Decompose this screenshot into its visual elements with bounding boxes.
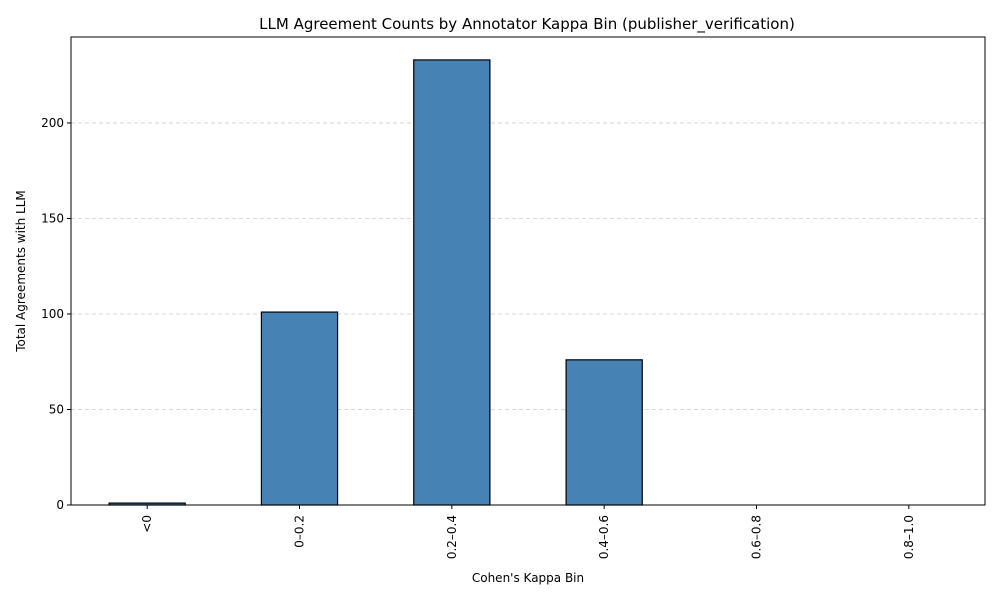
bars <box>108 59 643 506</box>
chart-title: LLM Agreement Counts by Annotator Kappa … <box>259 15 795 34</box>
gridlines <box>71 122 985 410</box>
y-axis-label: Total Agreements with LLM <box>14 190 28 353</box>
x-tick-label: 0–0.2 <box>293 515 307 548</box>
y-tick-label: 0 <box>56 498 64 512</box>
x-axis-label: Cohen's Kappa Bin <box>472 571 584 585</box>
bar <box>413 59 491 506</box>
y-tick-label: 200 <box>41 116 64 130</box>
x-tick-label: 0.6–0.8 <box>750 515 764 559</box>
bar <box>260 311 339 506</box>
x-tick-label: 0.4–0.6 <box>597 515 611 559</box>
x-tick-label: 0.8–1.0 <box>902 515 916 559</box>
y-axis: 0 50 100 150 200 <box>41 116 71 512</box>
x-tick-label: 0.2–0.4 <box>445 515 459 559</box>
y-tick-label: 100 <box>41 307 64 321</box>
bar <box>565 359 643 506</box>
y-tick-label: 50 <box>49 402 64 416</box>
x-tick-label: <0 <box>140 515 154 533</box>
plot-frame <box>70 36 986 506</box>
x-axis: <0 0–0.2 0.2–0.4 0.4–0.6 0.6–0.8 0.8–1.0 <box>140 505 916 559</box>
y-tick-label: 150 <box>41 211 64 225</box>
